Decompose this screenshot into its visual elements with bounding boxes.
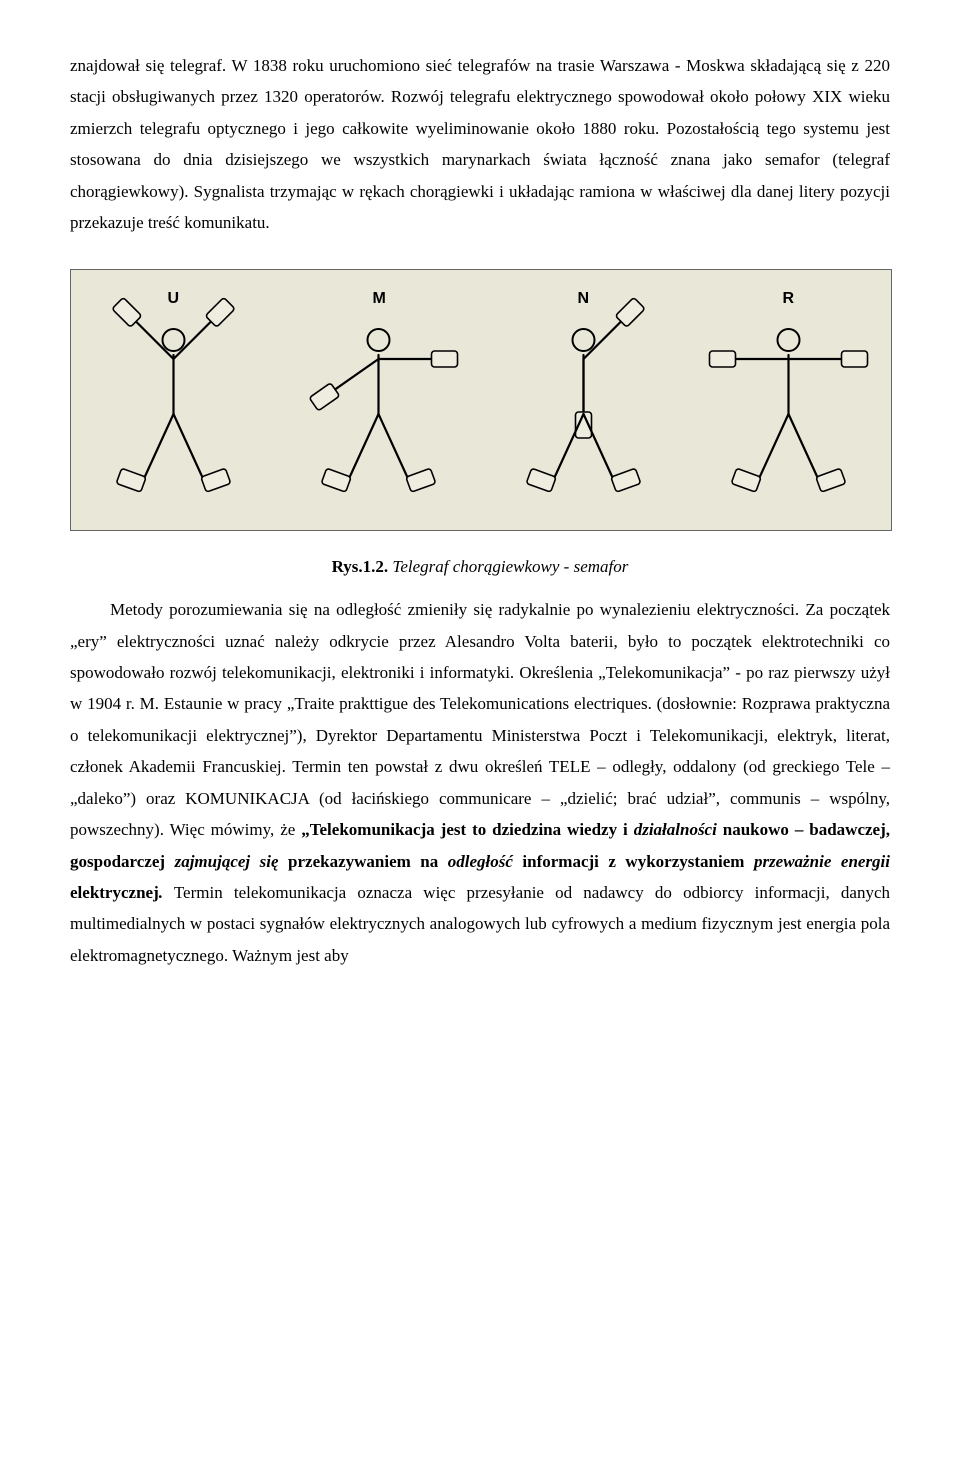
caption-text: Telegraf chorągiewkowy - semafor	[388, 557, 628, 576]
p2-b1: „Telekomunikacja jest to dziedzina wiedz…	[301, 820, 633, 839]
p2-b4: informacji z wykorzystaniem	[513, 852, 754, 871]
p2-s1: Metody porozumiewania się na odległość z…	[70, 600, 890, 839]
paragraph-1: znajdował się telegraf. W 1838 roku uruc…	[70, 50, 890, 239]
semaphore-figure: UMNR	[70, 269, 892, 531]
figure-caption: Rys.1.2. Telegraf chorągiewkowy - semafo…	[70, 551, 890, 582]
p2-b5: elektrycznej	[70, 883, 159, 902]
p2-bi1: działalności	[634, 820, 717, 839]
semaphore-letter-N: N	[578, 284, 590, 314]
paragraph-2: Metody porozumiewania się na odległość z…	[70, 594, 890, 971]
caption-prefix: Rys.1.2.	[332, 557, 389, 576]
p2-bi3: odległość	[448, 852, 513, 871]
semaphore-letter-U: U	[168, 284, 180, 314]
p2-s2: Termin telekomunikacja oznacza więc prze…	[70, 883, 890, 965]
p2-bi4: przeważnie energii	[754, 852, 890, 871]
semaphore-letter-M: M	[373, 284, 386, 314]
semaphore-letter-R: R	[783, 284, 795, 314]
p2-bi2: zajmującej się	[175, 852, 279, 871]
p2-b3: przekazywaniem na	[279, 852, 448, 871]
